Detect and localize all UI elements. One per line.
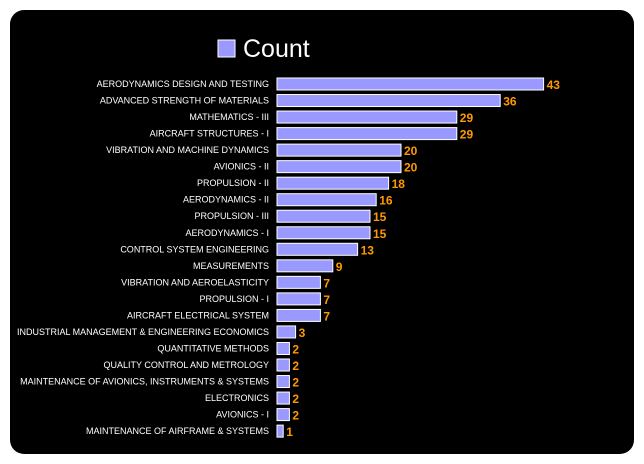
value-label: 7 bbox=[323, 293, 330, 307]
value-label: 20 bbox=[404, 161, 418, 175]
bar bbox=[276, 160, 402, 174]
category-label: AIRCRAFT ELECTRICAL SYSTEM bbox=[127, 310, 269, 320]
category-label: AERODYNAMICS DESIGN AND TESTING bbox=[97, 79, 269, 89]
category-label: MATHEMATICS - III bbox=[189, 112, 269, 122]
value-label: 7 bbox=[323, 276, 330, 290]
value-label: 20 bbox=[404, 144, 418, 158]
bar bbox=[276, 143, 402, 157]
category-label: VIBRATION AND AEROELASTICITY bbox=[121, 277, 269, 287]
value-label: 18 bbox=[392, 177, 406, 191]
bar bbox=[276, 94, 501, 108]
category-label: MAINTENANCE OF AIRFRAME & SYSTEMS bbox=[86, 426, 269, 436]
category-label: CONTROL SYSTEM ENGINEERING bbox=[120, 244, 269, 254]
bar bbox=[276, 275, 321, 289]
value-label: 29 bbox=[460, 111, 474, 125]
legend-swatch bbox=[217, 39, 236, 58]
category-label: AIRCRAFT STRUCTURES - I bbox=[150, 129, 269, 139]
bar bbox=[276, 424, 284, 438]
value-label: 2 bbox=[292, 409, 299, 423]
bar bbox=[276, 325, 297, 339]
bar bbox=[276, 209, 371, 223]
bar bbox=[276, 341, 290, 355]
bar bbox=[276, 308, 321, 322]
bar bbox=[276, 259, 334, 273]
value-label: 36 bbox=[503, 95, 517, 109]
category-label: MEASUREMENTS bbox=[193, 261, 269, 271]
bar bbox=[276, 375, 290, 389]
category-label: MAINTENANCE OF AVIONICS, INSTRUMENTS & S… bbox=[20, 377, 269, 387]
bar bbox=[276, 193, 377, 207]
category-label: PROPULSION - III bbox=[194, 211, 269, 221]
legend: Count bbox=[217, 35, 310, 63]
bars-layer: AERODYNAMICS DESIGN AND TESTING 43 ADVANCE… bbox=[17, 77, 561, 439]
value-label: 2 bbox=[292, 359, 299, 373]
bar-chart: Count AERODYNAMICS DESIGN AND TESTING 43A… bbox=[17, 35, 561, 439]
category-label: QUALITY CONTROL AND METROLOGY bbox=[103, 360, 269, 370]
value-label: 29 bbox=[460, 128, 474, 142]
category-label: INDUSTRIAL MANAGEMENT & ENGINEERING ECON… bbox=[17, 327, 269, 337]
value-label: 3 bbox=[299, 326, 306, 340]
bar bbox=[276, 127, 458, 141]
bar bbox=[276, 77, 545, 91]
category-label: ELECTRONICS bbox=[205, 393, 269, 403]
chart-frame: Count AERODYNAMICS DESIGN AND TESTING 43 A… bbox=[10, 10, 634, 454]
value-label: 7 bbox=[323, 309, 330, 323]
value-label: 16 bbox=[379, 194, 393, 208]
bar bbox=[276, 358, 290, 372]
bar bbox=[276, 242, 359, 256]
category-label: AERODYNAMICS - I bbox=[185, 228, 269, 238]
category-label: PROPULSION - I bbox=[199, 294, 269, 304]
value-label: 13 bbox=[361, 243, 375, 257]
bar bbox=[276, 292, 321, 306]
value-label: 43 bbox=[547, 78, 561, 92]
bar bbox=[276, 408, 290, 422]
value-label: 9 bbox=[336, 260, 343, 274]
value-label: 2 bbox=[292, 376, 299, 390]
category-label: AVIONICS - II bbox=[214, 162, 269, 172]
category-label: PROPULSION - II bbox=[197, 178, 269, 188]
category-label: AVIONICS - I bbox=[216, 410, 269, 420]
legend-label: Count bbox=[243, 35, 310, 63]
value-label: 15 bbox=[373, 210, 387, 224]
bar bbox=[276, 176, 390, 190]
bar bbox=[276, 226, 371, 240]
category-label: QUANTITATIVE METHODS bbox=[157, 343, 269, 353]
value-label: 15 bbox=[373, 227, 387, 241]
category-label: AERODYNAMICS - II bbox=[183, 195, 269, 205]
bar bbox=[276, 110, 458, 124]
value-label: 2 bbox=[292, 392, 299, 406]
value-label: 1 bbox=[286, 425, 293, 439]
value-label: 2 bbox=[292, 342, 299, 356]
bar bbox=[276, 391, 290, 405]
category-label: ADVANCED STRENGTH OF MATERIALS bbox=[100, 96, 269, 106]
category-label: VIBRATION AND MACHINE DYNAMICS bbox=[106, 145, 269, 155]
